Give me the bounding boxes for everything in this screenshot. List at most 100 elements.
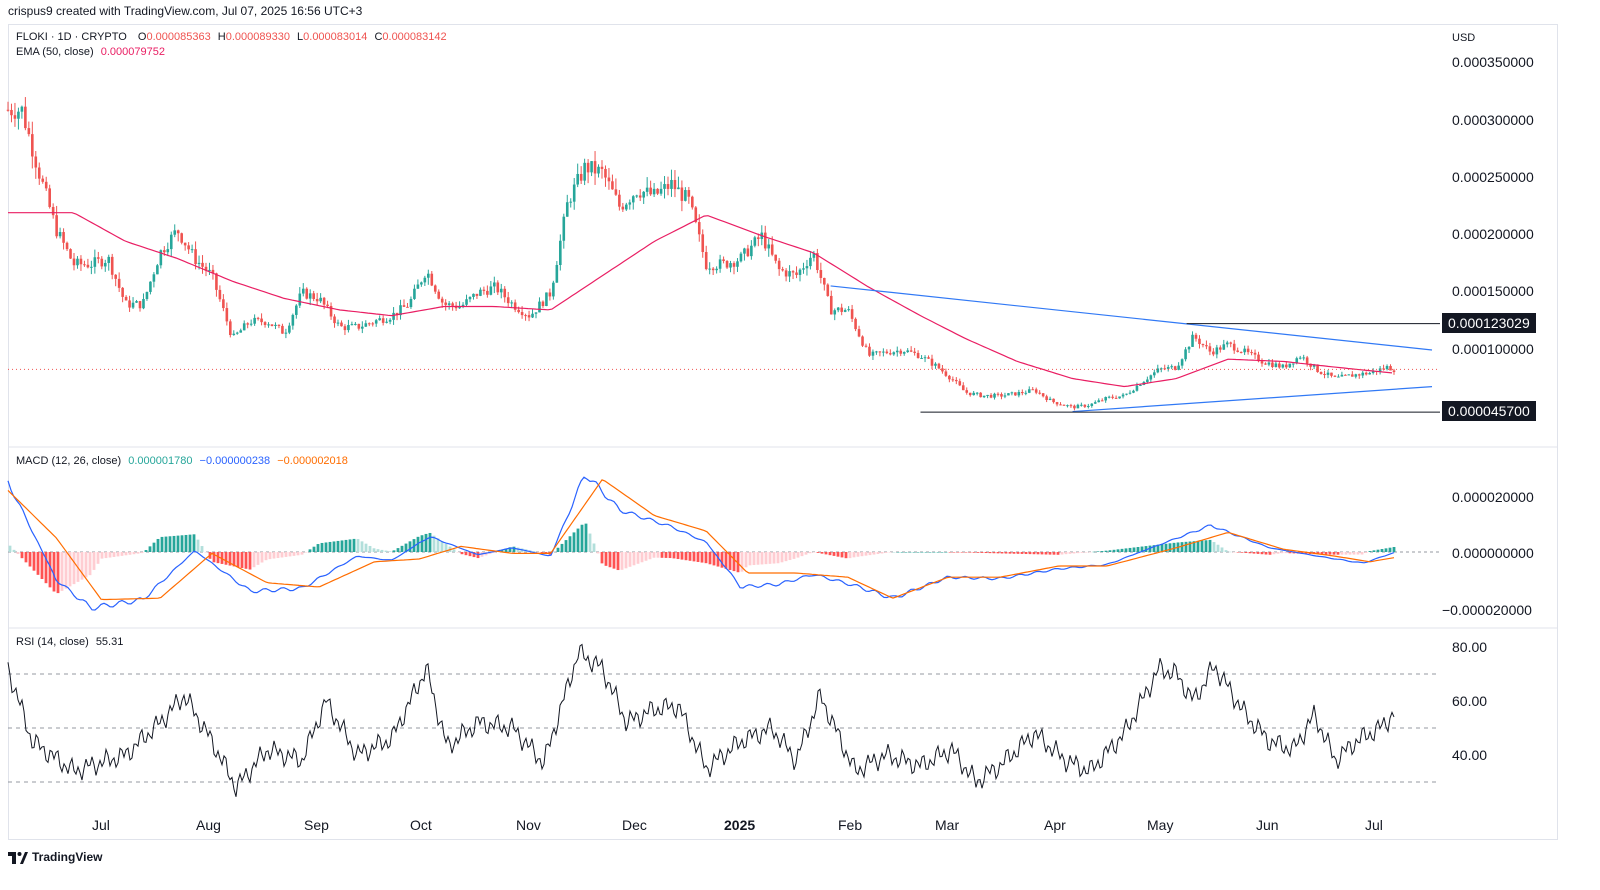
macd-histogram-bar — [816, 552, 820, 553]
macd-histogram-bar — [116, 552, 120, 557]
candle-body — [218, 289, 222, 300]
candle-body — [444, 302, 447, 305]
candle-body — [975, 392, 979, 394]
candle-body — [545, 292, 548, 307]
candle-body — [972, 392, 975, 396]
candle-body — [354, 323, 357, 325]
macd-histogram-bar — [276, 552, 280, 559]
candle-body — [701, 234, 705, 253]
candle-body — [989, 394, 993, 398]
candle-body — [750, 245, 753, 257]
candle-body — [614, 189, 618, 195]
candle-body — [1305, 357, 1309, 364]
candle-body — [1156, 368, 1160, 373]
macd-histogram-bar — [40, 552, 44, 580]
candle-body — [274, 324, 277, 326]
candle-body — [583, 162, 586, 181]
candle-body — [784, 270, 788, 277]
macd-histogram-bar — [1088, 552, 1092, 553]
candle-body — [1159, 368, 1163, 370]
macd-histogram-bar — [1128, 547, 1132, 552]
macd-histogram-bar — [1276, 552, 1280, 554]
candle-body — [579, 173, 583, 181]
candle-body — [1260, 361, 1264, 364]
candle-body — [1337, 376, 1340, 378]
candle-body — [993, 393, 996, 398]
candle-body — [496, 282, 500, 293]
candle-body — [1007, 393, 1010, 396]
candle-body — [388, 319, 392, 322]
candle-body — [520, 312, 524, 316]
macd-histogram-bar — [1380, 549, 1384, 552]
macd-histogram-bar — [1164, 543, 1168, 552]
price-tick: 0.000150000 — [1452, 283, 1534, 299]
candle-body — [319, 297, 322, 302]
macd-histogram-bar — [1256, 552, 1260, 554]
candle-body — [83, 264, 86, 266]
ohlc-o-label: O — [137, 31, 147, 43]
candle-body — [732, 263, 736, 267]
macd-histogram-bar — [16, 552, 20, 555]
macd-histogram-bar — [828, 552, 832, 556]
candle-body — [475, 293, 479, 296]
macd-histogram-bar — [440, 541, 444, 552]
macd-histogram-bar — [516, 547, 520, 552]
macd-histogram-bar — [1288, 552, 1292, 554]
upper-trendline — [830, 285, 1433, 351]
macd-histogram-bar — [636, 552, 640, 564]
macd-histogram-bar — [604, 552, 608, 566]
macd-histogram-bar — [408, 541, 412, 552]
macd-histogram-bar — [176, 535, 180, 552]
candle-body — [531, 313, 534, 318]
candle-body — [90, 266, 93, 268]
price-tick: 0.000300000 — [1452, 112, 1534, 128]
footer-branding[interactable]: TradingView — [8, 850, 102, 864]
macd-histogram-bar — [648, 552, 652, 560]
candle-body — [1236, 350, 1239, 352]
macd-histogram-bar — [724, 552, 728, 569]
macd-signal-line — [7, 479, 1395, 601]
candle-body — [31, 134, 34, 157]
macd-line-value: −0.000000238 — [199, 455, 271, 467]
candle-body — [1347, 374, 1351, 376]
macd-histogram-bar — [1072, 552, 1076, 554]
macd-histogram-bar — [824, 552, 828, 555]
macd-histogram-bar — [268, 552, 272, 560]
candle-body — [44, 181, 48, 189]
macd-histogram-bar — [616, 552, 620, 571]
candle-body — [1076, 404, 1080, 409]
macd-histogram-bar — [728, 552, 732, 570]
candle-body — [565, 202, 569, 217]
macd-histogram-bar — [1376, 549, 1380, 552]
candle-body — [350, 324, 354, 326]
time-tick: Jul — [1365, 817, 1383, 833]
rsi-tick: 40.00 — [1452, 747, 1488, 763]
candle-body — [1132, 390, 1135, 393]
macd-histogram-bar — [1056, 552, 1060, 555]
candle-body — [927, 357, 930, 359]
candle-body — [406, 306, 409, 308]
candle-body — [1191, 334, 1194, 347]
time-tick: May — [1147, 817, 1174, 833]
candle-body — [746, 248, 750, 257]
candle-body — [503, 288, 507, 298]
candle-body — [110, 256, 114, 275]
macd-histogram-bar — [384, 550, 388, 552]
macd-histogram-bar — [784, 552, 788, 562]
candle-body — [625, 204, 628, 210]
candle-body — [1278, 363, 1281, 368]
candle-body — [739, 253, 743, 262]
candle-body — [708, 268, 711, 270]
macd-histogram-bar — [1092, 551, 1096, 553]
macd-histogram-bar — [964, 552, 968, 553]
macd-histogram-bar — [540, 552, 544, 553]
macd-histogram-bar — [12, 549, 16, 552]
macd-histogram-bar — [656, 552, 660, 558]
macd-histogram-bar — [1248, 552, 1252, 554]
macd-histogram-bar — [564, 540, 568, 552]
candle-body — [909, 350, 913, 352]
macd-histogram-bar — [896, 552, 900, 553]
macd-histogram-bar — [220, 552, 224, 564]
rsi-line — [7, 643, 1395, 797]
